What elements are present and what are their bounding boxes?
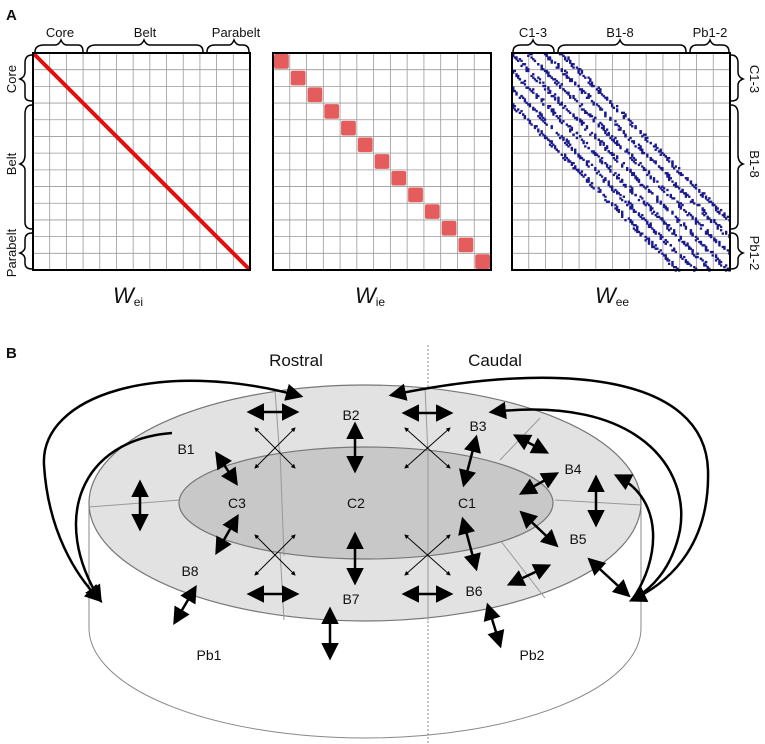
- matrix-wie: [272, 52, 492, 271]
- node-b7: B7: [342, 591, 359, 607]
- node-b4: B4: [564, 461, 581, 477]
- matrix-wei-diagonal: [31, 51, 252, 272]
- top-label-core: Core: [46, 25, 74, 40]
- side-braces-right: [730, 54, 746, 270]
- node-b1: B1: [177, 441, 194, 457]
- top-label-belt: Belt: [134, 25, 157, 40]
- matrix-wie-blocks: [274, 54, 490, 269]
- side-braces-left: [17, 54, 33, 270]
- caption-wei: Wei: [113, 283, 143, 309]
- node-pb1: Pb1: [197, 647, 222, 663]
- matrix-wie-grid: [273, 53, 491, 270]
- caudal-label: Caudal: [468, 351, 522, 370]
- node-b6: B6: [465, 583, 482, 599]
- top-braces-right: [512, 37, 730, 53]
- caption-wee: Wee: [595, 283, 629, 309]
- node-pb2: Pb2: [520, 647, 545, 663]
- panel-a-label: A: [6, 7, 17, 24]
- matrix-wei: [31, 51, 252, 272]
- node-b8: B8: [181, 563, 198, 579]
- side-label-pb1-2: Pb1-2: [747, 236, 762, 271]
- matrix-wee-connections: [512, 53, 731, 272]
- node-b3: B3: [469, 418, 486, 434]
- top-label-b1-8: B1-8: [606, 25, 633, 40]
- top-label-pb1-2: Pb1-2: [693, 25, 728, 40]
- side-label-b1-8: B1-8: [747, 150, 762, 177]
- side-label-parabelt: Parabelt: [4, 228, 19, 277]
- top-braces-left: [34, 37, 250, 53]
- node-b2: B2: [342, 407, 359, 423]
- node-c1: C1: [458, 495, 476, 511]
- top-label-c1-3: C1-3: [519, 25, 547, 40]
- side-label-core: Core: [4, 65, 19, 93]
- node-c3: C3: [228, 495, 246, 511]
- side-label-c1-3: C1-3: [747, 65, 762, 93]
- caption-wie: Wie: [355, 283, 385, 309]
- top-label-parabelt: Parabelt: [212, 25, 261, 40]
- side-label-belt: Belt: [4, 152, 19, 175]
- node-c2: C2: [347, 495, 365, 511]
- node-b5: B5: [569, 531, 586, 547]
- matrix-wee: [511, 52, 731, 272]
- parabelt-connections: [42, 376, 710, 603]
- rostral-label: Rostral: [269, 351, 323, 370]
- panel-b-label: B: [6, 345, 17, 362]
